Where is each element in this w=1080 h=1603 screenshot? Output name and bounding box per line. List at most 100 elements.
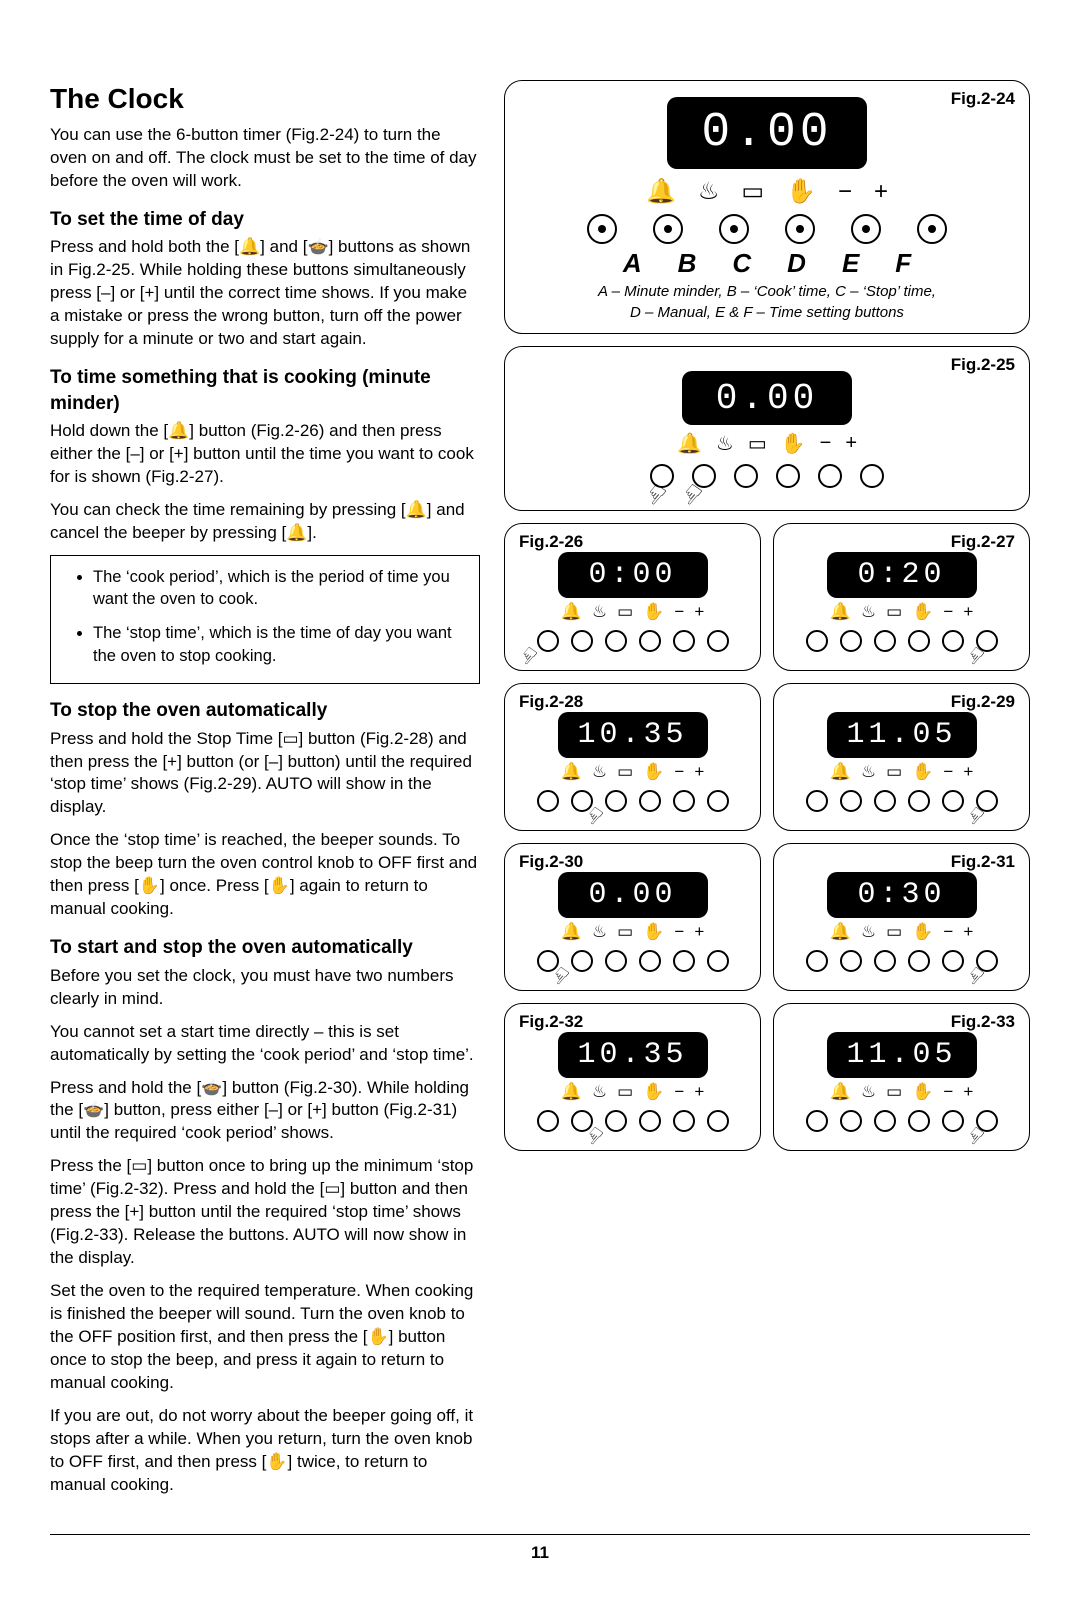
knob[interactable]: [673, 790, 695, 812]
pot-icon: ♨: [592, 762, 607, 782]
knob[interactable]: [976, 950, 998, 972]
knob[interactable]: [976, 1110, 998, 1132]
knob[interactable]: [707, 790, 729, 812]
icon-row: 🔔♨▭✋−+: [788, 1082, 1015, 1102]
knob[interactable]: [942, 950, 964, 972]
knob[interactable]: [673, 630, 695, 652]
bell-icon: 🔔: [830, 1082, 851, 1102]
heading-start-stop-auto: To start and stop the oven automatically: [50, 935, 480, 961]
knob[interactable]: [571, 950, 593, 972]
stop-icon: ▭: [886, 602, 902, 622]
knob-d[interactable]: [785, 214, 815, 244]
knob[interactable]: [908, 630, 930, 652]
fig-label: Fig.2-33: [951, 1012, 1015, 1032]
knob-row: ☟: [788, 950, 1015, 972]
knob[interactable]: [707, 630, 729, 652]
knob[interactable]: [673, 1110, 695, 1132]
knob[interactable]: [874, 630, 896, 652]
knob[interactable]: [806, 1110, 828, 1132]
hand-icon: ✋: [912, 922, 933, 942]
knob[interactable]: [908, 790, 930, 812]
pot-icon: ♨: [592, 922, 607, 942]
knob-row: ☟: [788, 1110, 1015, 1132]
knob-row: ☟: [519, 630, 746, 652]
knob[interactable]: [537, 950, 559, 972]
knob[interactable]: [908, 950, 930, 972]
knob-row: ☟: [519, 1110, 746, 1132]
knob[interactable]: [639, 630, 661, 652]
knob[interactable]: [605, 1110, 627, 1132]
clock-display: 0:30: [827, 872, 977, 918]
knob[interactable]: [639, 790, 661, 812]
stop-icon: ▭: [886, 762, 902, 782]
knob[interactable]: [942, 1110, 964, 1132]
minus-icon: −: [674, 762, 684, 782]
knob-a[interactable]: [587, 214, 617, 244]
knob[interactable]: [874, 790, 896, 812]
knob[interactable]: [605, 950, 627, 972]
panel-fig-2-33: Fig.2-3311.05🔔♨▭✋−+☟: [773, 1003, 1030, 1151]
heading-stop-auto: To stop the oven automatically: [50, 698, 480, 724]
knob[interactable]: [650, 464, 674, 488]
knob[interactable]: [840, 630, 862, 652]
knob[interactable]: [874, 1110, 896, 1132]
knob[interactable]: [537, 1110, 559, 1132]
knob-row: ☟: [788, 630, 1015, 652]
knob[interactable]: [571, 630, 593, 652]
knob-row: [519, 214, 1015, 244]
pot-icon: ♨: [592, 1082, 607, 1102]
minute-minder-p2: You can check the time remaining by pres…: [50, 499, 480, 545]
knob-e[interactable]: [851, 214, 881, 244]
knob[interactable]: [707, 950, 729, 972]
hand-icon: ✋: [643, 1082, 664, 1102]
knob[interactable]: [976, 630, 998, 652]
knob[interactable]: [605, 630, 627, 652]
knob-b[interactable]: [653, 214, 683, 244]
knob[interactable]: [537, 790, 559, 812]
knob[interactable]: [840, 790, 862, 812]
bell-icon: 🔔: [561, 1082, 582, 1102]
icon-row: 🔔♨▭✋−+: [519, 602, 746, 622]
knob[interactable]: [639, 950, 661, 972]
knob[interactable]: [734, 464, 758, 488]
bell-icon: 🔔: [561, 762, 582, 782]
knob[interactable]: [707, 1110, 729, 1132]
knob[interactable]: [860, 464, 884, 488]
knob[interactable]: [840, 1110, 862, 1132]
knob[interactable]: [806, 630, 828, 652]
knob[interactable]: [942, 790, 964, 812]
knob-c[interactable]: [719, 214, 749, 244]
minus-icon: −: [943, 762, 953, 782]
knob-row: ☟: [519, 950, 746, 972]
knob[interactable]: [908, 1110, 930, 1132]
knob[interactable]: [673, 950, 695, 972]
knob[interactable]: [639, 1110, 661, 1132]
knob[interactable]: [537, 630, 559, 652]
knob[interactable]: [806, 790, 828, 812]
knob[interactable]: [976, 790, 998, 812]
knob[interactable]: [840, 950, 862, 972]
hand-icon: ✋: [786, 177, 816, 206]
knob[interactable]: [605, 790, 627, 812]
pot-icon: ♨: [861, 762, 876, 782]
knob[interactable]: [571, 1110, 593, 1132]
hand-icon: ✋: [912, 762, 933, 782]
knob-f[interactable]: [917, 214, 947, 244]
letter-a: A: [623, 248, 642, 279]
letter-f: F: [895, 248, 911, 279]
panel-fig-2-31: Fig.2-310:30🔔♨▭✋−+☟: [773, 843, 1030, 991]
hand-icon: ✋: [643, 922, 664, 942]
text-column: The Clock You can use the 6-button timer…: [50, 80, 480, 1506]
knob[interactable]: [874, 950, 896, 972]
knob[interactable]: [818, 464, 842, 488]
knob[interactable]: [776, 464, 800, 488]
plus-icon: +: [963, 762, 973, 782]
icon-row: 🔔 ♨ ▭ ✋ − +: [519, 431, 1015, 456]
knob[interactable]: [692, 464, 716, 488]
knob[interactable]: [806, 950, 828, 972]
clock-display: 0:20: [827, 552, 977, 598]
knob[interactable]: [571, 790, 593, 812]
knob[interactable]: [942, 630, 964, 652]
bell-icon: 🔔: [677, 431, 702, 456]
icon-row: 🔔♨▭✋−+: [519, 922, 746, 942]
